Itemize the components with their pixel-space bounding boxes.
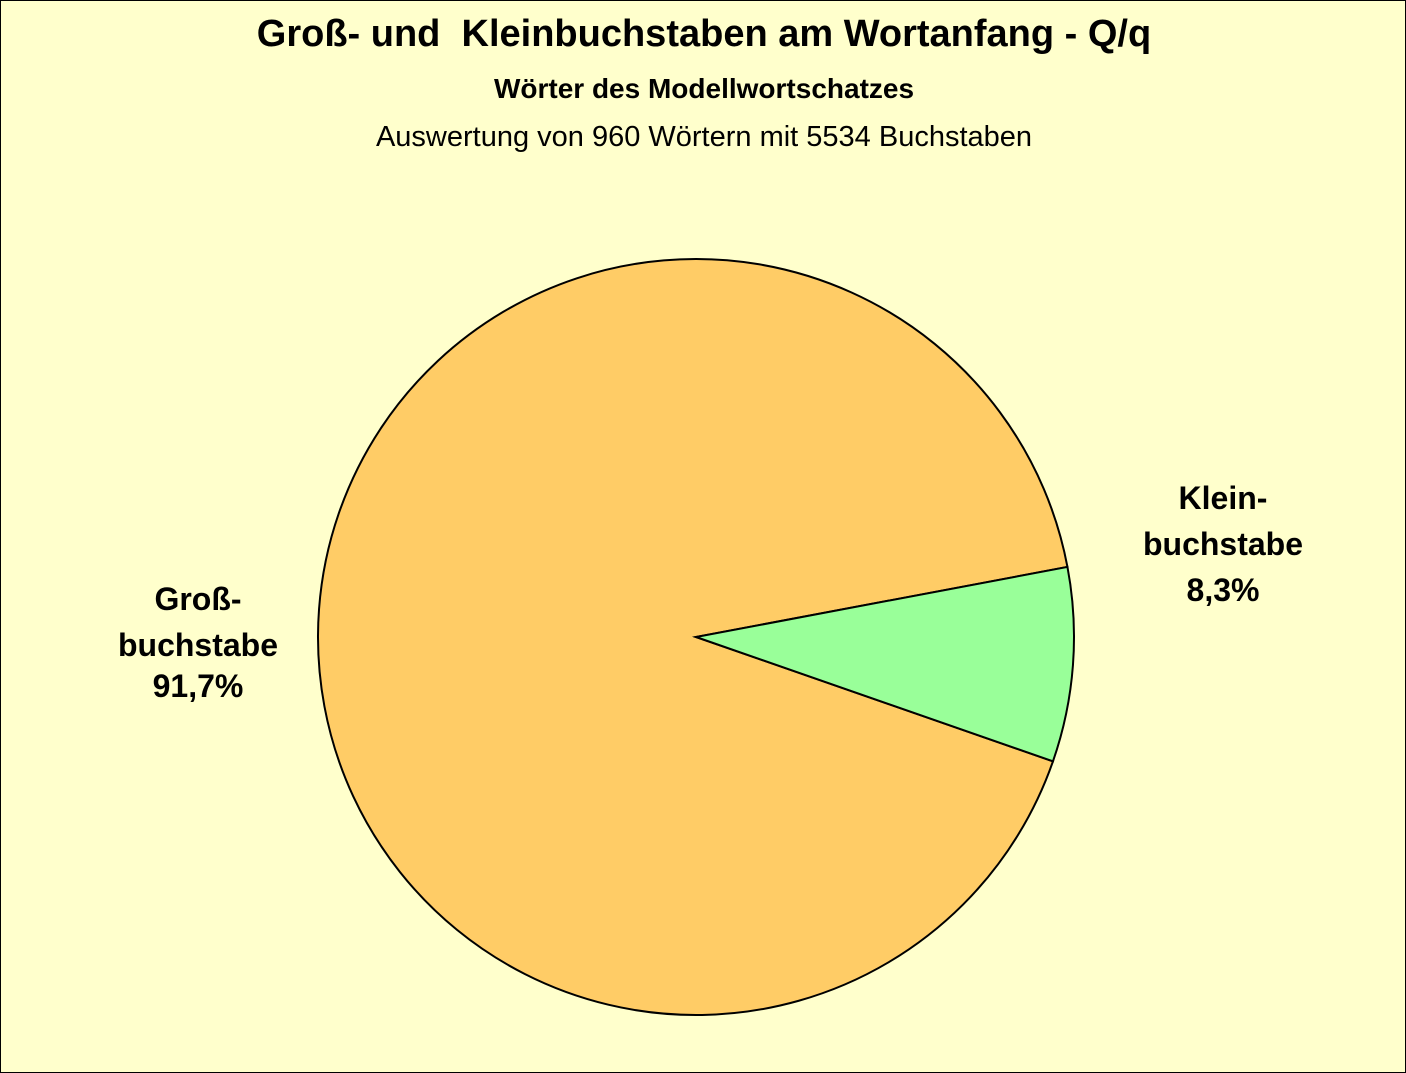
slice-label: Klein- buchstabe xyxy=(1142,480,1304,562)
slice-label: Groß- buchstabe xyxy=(117,581,279,663)
value-label: 91,7% xyxy=(152,668,244,704)
chart-note: Auswertung von 960 Wörtern mit 5534 Buch… xyxy=(375,121,1033,153)
pie-slice xyxy=(317,258,1069,1016)
value-label: 8,3% xyxy=(1186,572,1260,608)
chart-title: Groß- und Kleinbuchstaben am Wortanfang … xyxy=(256,13,1152,55)
chart-subtitle: Wörter des Modellwortschatzes xyxy=(493,73,915,104)
pie-slice xyxy=(692,565,1075,763)
